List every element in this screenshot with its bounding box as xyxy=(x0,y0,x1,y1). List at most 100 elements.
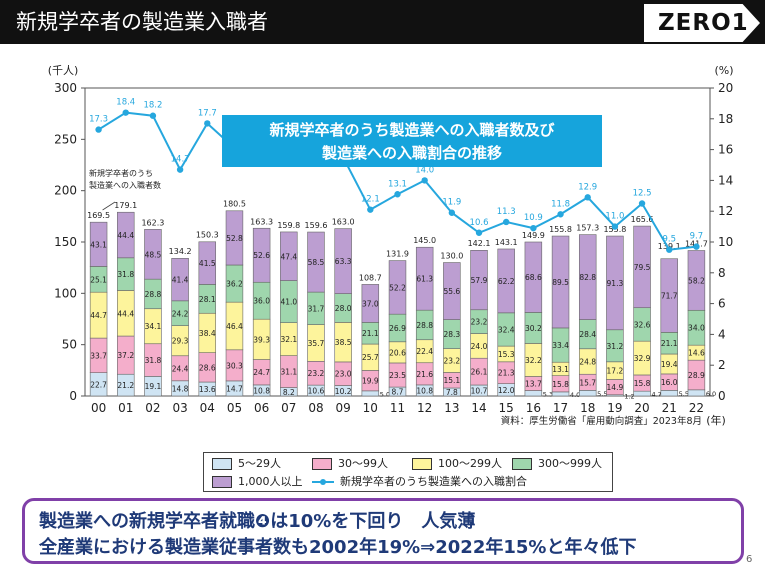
ratio-label: 12.5 xyxy=(633,189,652,199)
bar-segment-label: 1.2 xyxy=(624,392,634,400)
bar-segment-label: 23.2 xyxy=(443,357,460,366)
left-axis-tick-label: 250 xyxy=(54,132,77,146)
bar-segment-label: 34.1 xyxy=(145,322,162,331)
ratio-label: 9.7 xyxy=(690,232,704,242)
bar-segment-label: 13.7 xyxy=(525,380,542,389)
left-axis-tick-label: 100 xyxy=(54,286,77,300)
ratio-point xyxy=(394,191,401,198)
ratio-point xyxy=(421,177,428,184)
ratio-point xyxy=(638,200,646,207)
bar-segment-label: 24.0 xyxy=(471,342,488,351)
bar-total-label: 134.2 xyxy=(169,247,192,256)
bar-segment-label: 34.0 xyxy=(688,324,705,333)
x-axis-tick-label: 04 xyxy=(200,401,215,415)
ratio-point xyxy=(475,229,483,236)
bar-segment-label: 25.7 xyxy=(362,353,379,362)
chart-title-line-2: 製造業への入職割合の推移 xyxy=(321,144,502,162)
bar-segment-label: 82.8 xyxy=(579,273,596,282)
bar-segment-label: 32.4 xyxy=(498,325,515,334)
x-axis-unit: (年) xyxy=(706,413,726,427)
x-axis-tick-label: 16 xyxy=(526,401,541,415)
bar-segment xyxy=(551,235,570,329)
bar-total-label: 108.7 xyxy=(359,273,382,282)
bar-total-label: 163.0 xyxy=(332,218,355,227)
bar-segment-label: 21.1 xyxy=(661,339,678,348)
ratio-label: 18.2 xyxy=(143,101,162,111)
ratio-point xyxy=(502,218,510,226)
bar-segment-label: 19.1 xyxy=(145,382,162,391)
ratio-label: 14.7 xyxy=(171,155,190,165)
right-axis-tick-label: 2 xyxy=(718,358,726,372)
legend-swatch xyxy=(212,458,232,470)
ratio-point xyxy=(557,211,564,218)
chart-legend: 5～29人 30～99人 100～299人 300～999人 1,000人以上 … xyxy=(203,452,613,492)
bar-total-label: 180.5 xyxy=(223,200,246,209)
bar-total-label: 145.0 xyxy=(413,236,436,245)
ratio-label: 11.8 xyxy=(551,199,570,209)
ratio-label: 11.9 xyxy=(442,198,461,208)
bar-segment-label: 5.5 xyxy=(597,390,607,398)
bar-segment-label: 31.1 xyxy=(280,368,297,377)
bar-segment-label: 52.6 xyxy=(253,251,270,260)
ratio-point xyxy=(95,126,102,133)
ratio-point xyxy=(448,209,456,216)
bar-segment-label: 33.7 xyxy=(90,351,107,360)
bar-segment xyxy=(280,231,298,281)
bar-segment-label: 30.3 xyxy=(226,361,243,370)
bar-segment-label: 5.0 xyxy=(380,390,390,398)
x-axis-tick-label: 15 xyxy=(499,401,514,415)
annotation-pointer xyxy=(102,201,116,211)
bar-segment xyxy=(551,391,570,397)
bar-total-label: 131.9 xyxy=(386,250,409,259)
bar-segment-label: 68.6 xyxy=(525,273,542,282)
bar-segment-label: 28.1 xyxy=(199,295,216,304)
bar-segment-label: 58.2 xyxy=(688,276,705,285)
right-axis-tick-label: 4 xyxy=(718,327,726,341)
x-axis-tick-label: 12 xyxy=(417,401,432,415)
chart-area: 0 50 100 150 200 250 300 0 2 4 6 8 10 12 14 16 18 20 (千人)(… xyxy=(0,52,765,492)
ratio-point xyxy=(149,112,157,119)
bar-segment-label: 24.4 xyxy=(172,364,189,373)
ratio-label: 9.5 xyxy=(662,235,676,245)
chart-title: 新規学卒者のうち製造業への入職者数及び 製造業への入職割合の推移 xyxy=(222,115,602,167)
legend-item-100-299: 100～299人 xyxy=(412,457,502,471)
bar-segment-label: 15.8 xyxy=(634,379,651,388)
bar-segment-label: 32.2 xyxy=(525,356,542,365)
bar-segment-label: 15.7 xyxy=(579,378,596,387)
bar-segment-label: 41.5 xyxy=(199,259,216,268)
legend-swatch xyxy=(412,458,432,470)
bar-segment xyxy=(334,228,352,294)
bar-segment-label: 5.5 xyxy=(679,390,689,398)
bar-segment-label: 91.3 xyxy=(607,279,624,288)
ratio-point xyxy=(204,120,211,127)
bar-segment-label: 38.4 xyxy=(199,329,216,338)
right-axis-tick-label: 6 xyxy=(718,297,726,311)
legend-label: 300～999人 xyxy=(538,457,602,470)
ratio-point xyxy=(584,194,591,201)
bar-segment-label: 23.2 xyxy=(471,318,488,327)
bar-total-label: 149.9 xyxy=(522,231,545,240)
right-axis-tick-label: 10 xyxy=(718,235,733,249)
bar-segment xyxy=(388,260,407,315)
bar-segment-label: 62.2 xyxy=(498,277,515,286)
x-axis-tick-label: 09 xyxy=(336,401,351,415)
bar-segment-label: 44.4 xyxy=(117,309,134,318)
ratio-label: 17.3 xyxy=(89,115,108,125)
bar-segment-label: 15.1 xyxy=(443,376,460,385)
left-axis-tick-label: 300 xyxy=(54,81,77,95)
ratio-label: 17.7 xyxy=(198,108,217,118)
bar-total-label: 157.3 xyxy=(576,224,599,233)
bar-segment-label: 63.3 xyxy=(335,257,352,266)
header-bar: 新規学卒者の製造業入職者 ZERO1 xyxy=(0,0,765,44)
right-axis-tick-label: 0 xyxy=(718,389,726,403)
bar-segment-label: 28.0 xyxy=(335,304,352,313)
x-axis-tick-label: 17 xyxy=(553,401,568,415)
bar-segment-label: 44.7 xyxy=(90,311,107,320)
bar-segment-label: 32.1 xyxy=(280,335,297,344)
x-axis-tick-label: 08 xyxy=(308,401,323,415)
bar-segment-label: 17.2 xyxy=(607,367,624,376)
legend-label: 5～29人 xyxy=(238,457,281,470)
bar-segment-label: 10.8 xyxy=(253,386,270,395)
bar-segment-label: 10.6 xyxy=(308,387,325,396)
ratio-label: 12.9 xyxy=(578,182,597,192)
